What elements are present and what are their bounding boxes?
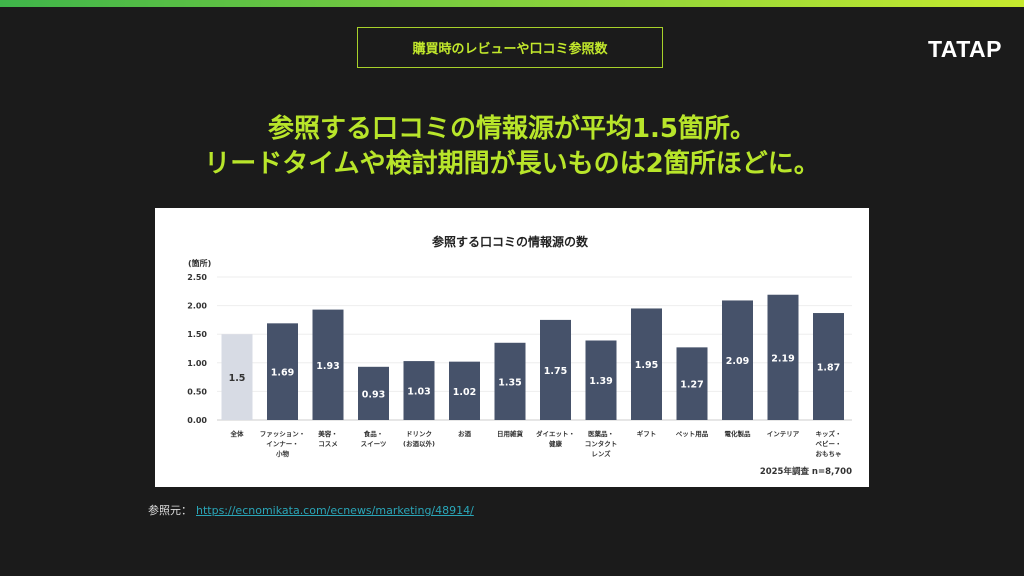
bar [540,319,571,420]
bar-chart: 参照する口コミの情報源の数 (箇所) 2025年調査 n=8,700 0.00 0… [187,234,852,477]
x-category-label: コンタクト [585,439,618,448]
x-category-label: ペット用品 [676,429,709,438]
x-category-label: お酒 [458,429,472,438]
bar-value-label: 2.19 [771,353,794,364]
chart-title: 参照する口コミの情報源の数 [432,234,589,249]
bar-value-label: 1.87 [817,363,840,374]
x-category-label: インテリア [767,430,800,438]
bar [312,309,344,420]
chart-panel: 参照する口コミの情報源の数 (箇所) 2025年調査 n=8,700 0.00 0… [155,208,869,487]
x-category-label: レンズ [591,449,611,458]
source-citation: 参照元： https://ecnomikata.com/ecnews/market… [148,502,474,518]
bar-value-label: 2.09 [726,356,749,367]
source-link[interactable]: https://ecnomikata.com/ecnews/marketing/… [196,504,474,517]
x-category-label: コスメ [318,440,338,448]
bar-value-label: 1.03 [407,387,430,398]
bar-value-label: 1.39 [589,376,612,387]
y-axis-label: (箇所) [188,258,211,268]
headline-line-1: 参照する口コミの情報源が平均1.5箇所。 [267,114,757,144]
bar [813,313,844,420]
y-tick-label: 2.50 [187,273,207,282]
chart-note: 2025年調査 n=8,700 [760,466,852,477]
bar-value-label: 1.5 [229,373,246,384]
y-tick-label: 0.00 [187,416,207,425]
x-category-label: 日用雑貨 [497,429,524,438]
x-category-label: 食品・ [363,429,384,438]
x-category-label: ファッション・ [260,430,306,438]
bar [722,300,753,420]
bar [631,308,662,420]
x-category-label: ドリンク [406,429,432,438]
y-tick-label: 2.00 [187,302,207,311]
x-category-label: インナー・ [266,440,299,448]
source-label: 参照元： [148,504,192,517]
bar [449,361,480,420]
bar [494,342,526,420]
x-category-label: 全体 [230,429,245,438]
bar-value-label: 1.93 [316,361,339,372]
y-tick-label: 1.00 [187,359,207,368]
x-category-label: おもちゃ [816,449,842,458]
section-tag: 購買時のレビューや口コミ参照数 [357,27,663,68]
y-tick-label: 0.50 [187,387,207,396]
bar-value-label: 1.35 [498,377,521,388]
x-category-label: 医薬品・ [588,429,614,438]
top-accent-bar [0,0,1024,7]
bar [267,323,298,420]
x-category-label: ダイエット・ [536,429,575,438]
bar [585,340,617,420]
logo: TATAP [927,36,1002,62]
bar-value-label: 1.69 [271,368,294,379]
bar [358,366,389,420]
bar [767,294,799,420]
x-category-label: ギフト [637,429,657,438]
x-category-label: 電化製品 [725,429,752,438]
bar-value-label: 1.02 [453,387,476,398]
bar-value-label: 1.75 [544,366,567,377]
bar-value-label: 1.95 [635,360,658,371]
bar [221,334,253,420]
bar [403,361,435,420]
x-category-label: キッズ・ [816,429,842,438]
bar-value-label: 0.93 [362,389,385,400]
headline-line-2: リードタイムや検討期間が長いものは2箇所ほどに。 [204,149,820,179]
x-category-label: 美容・ [318,429,338,438]
x-category-label: 小物 [275,449,290,458]
x-category-label: 健康 [549,439,563,448]
x-category-label: スイーツ [361,440,387,448]
x-category-label: (お酒以外) [403,439,435,448]
bar [676,347,708,420]
y-tick-label: 1.50 [187,330,207,339]
bar-value-label: 1.27 [680,380,703,391]
x-category-label: ベビー・ [816,439,842,448]
